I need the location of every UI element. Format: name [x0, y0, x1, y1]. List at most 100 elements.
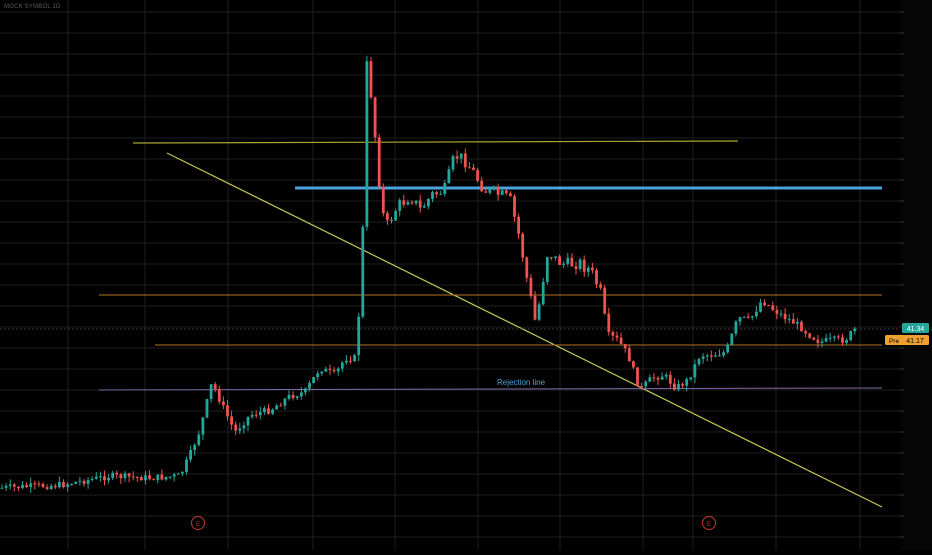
current-price-tag: 41.34	[902, 323, 929, 333]
candle-body	[722, 352, 725, 356]
candle-body	[258, 412, 262, 416]
candle-body	[234, 424, 238, 431]
candle-body	[185, 459, 188, 472]
candle-body	[4, 485, 8, 488]
candle-body	[33, 483, 37, 485]
candle-body	[103, 476, 106, 481]
candle-body	[726, 344, 730, 353]
resistance-line-top	[132, 140, 739, 144]
candle-body	[373, 97, 377, 138]
candle-body	[230, 416, 233, 425]
candle-body	[443, 183, 447, 194]
candle-body	[168, 476, 172, 478]
candle-body	[595, 270, 598, 285]
candle-body	[365, 61, 369, 227]
candle-body	[509, 193, 512, 197]
candle-body	[472, 167, 475, 171]
candle-body	[697, 358, 701, 365]
candle-body	[439, 193, 443, 195]
candle-body	[447, 169, 451, 184]
candle-body	[353, 355, 356, 362]
candle-body	[193, 444, 197, 451]
candle-body	[123, 473, 127, 479]
candle-body	[611, 331, 615, 336]
candle-body	[681, 384, 684, 386]
candle-body	[66, 484, 69, 488]
candle-body	[410, 202, 414, 204]
candle-body	[648, 377, 652, 382]
candle-body	[455, 156, 459, 159]
candle-body	[361, 226, 365, 317]
candle-body	[316, 373, 320, 378]
candle-body	[738, 317, 742, 322]
candle-body	[529, 277, 533, 297]
event-marker[interactable]: E	[702, 516, 716, 530]
candle-body	[135, 476, 139, 478]
candle-body	[566, 257, 570, 264]
candle-body	[90, 478, 94, 480]
rejection-line-label: Rejection line	[497, 378, 546, 387]
candle-body	[709, 355, 713, 357]
candle-body	[693, 364, 697, 378]
candle-body	[422, 206, 426, 208]
candle-body	[181, 471, 184, 474]
candle-body	[570, 257, 574, 267]
candle-body	[62, 482, 65, 488]
premarket-value: 41.17	[906, 338, 924, 345]
candle-body	[484, 191, 488, 193]
candle-body	[640, 386, 643, 388]
candle-body	[271, 409, 274, 414]
candle-body	[763, 302, 766, 306]
event-marker[interactable]: E	[191, 516, 205, 530]
symbol-title: MOCK SYMBOL 1D	[4, 4, 61, 10]
candle-body	[459, 153, 463, 159]
candle-body	[267, 408, 270, 414]
candle-body	[853, 328, 857, 332]
candle-body	[246, 416, 250, 426]
candle-body	[578, 259, 582, 270]
candle-body	[841, 337, 844, 343]
candle-body	[492, 186, 496, 189]
candle-body	[837, 336, 840, 338]
candle-body	[476, 170, 479, 181]
candle-body	[779, 313, 783, 315]
candle-body	[21, 485, 24, 489]
candle-body	[49, 485, 53, 490]
candle-body	[586, 267, 590, 272]
candle-body	[217, 388, 221, 402]
candle-body	[804, 331, 807, 334]
candle-body	[279, 405, 283, 407]
candle-body	[82, 480, 86, 484]
candle-body	[222, 401, 225, 406]
candle-body	[734, 321, 738, 334]
candle-body	[791, 319, 795, 324]
candle-body	[759, 302, 762, 312]
candle-body	[603, 287, 607, 314]
candle-body	[111, 472, 115, 478]
candle-body	[140, 477, 143, 481]
candle-body	[500, 190, 504, 195]
candle-body	[209, 384, 213, 400]
candle-body	[349, 360, 352, 362]
candle-body	[533, 296, 537, 320]
candle-body	[304, 388, 307, 393]
candle-body	[800, 321, 803, 332]
candle-body	[324, 368, 328, 372]
descending-trendline	[166, 152, 883, 508]
candle-body	[554, 256, 557, 258]
candle-body	[796, 321, 799, 324]
candle-body	[205, 399, 209, 418]
candle-body	[242, 425, 246, 429]
candle-body	[636, 367, 639, 387]
candle-body	[451, 156, 455, 170]
candles-layer	[0, 55, 857, 493]
candle-body	[377, 137, 381, 187]
candle-body	[37, 483, 41, 485]
candle-body	[25, 485, 28, 488]
premarket-tag-bg	[885, 335, 929, 345]
candle-body	[131, 476, 135, 478]
candle-body	[238, 428, 242, 431]
candle-body	[148, 475, 151, 480]
